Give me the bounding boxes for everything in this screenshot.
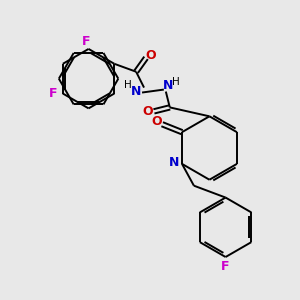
Text: N: N xyxy=(131,85,141,98)
Text: N: N xyxy=(169,156,179,170)
Text: F: F xyxy=(49,87,57,100)
Text: O: O xyxy=(151,115,161,128)
Text: H: H xyxy=(172,76,180,87)
Text: O: O xyxy=(143,105,153,118)
Text: H: H xyxy=(124,80,132,90)
Text: F: F xyxy=(82,34,91,47)
Text: N: N xyxy=(163,79,173,92)
Text: F: F xyxy=(221,260,230,273)
Text: O: O xyxy=(146,50,156,62)
